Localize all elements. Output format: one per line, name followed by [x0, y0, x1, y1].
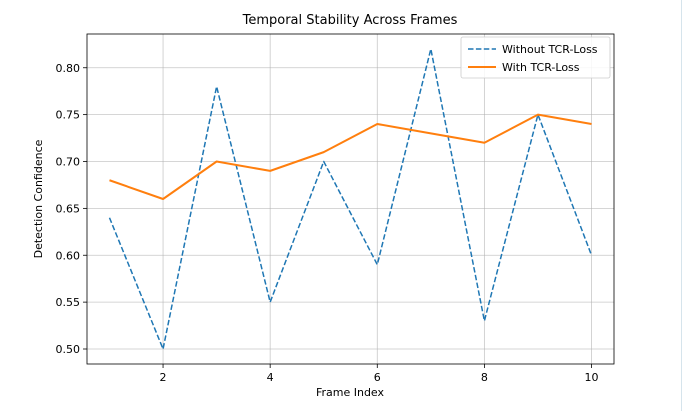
legend: Without TCR-Loss With TCR-Loss [460, 36, 611, 79]
series-line-with-tcr-loss [109, 113, 592, 200]
x-axis: 2 4 6 8 10 [160, 364, 599, 384]
chart-title: Temporal Stability Across Frames [242, 13, 458, 28]
right-edge-divider [681, 0, 682, 411]
x-axis-label: Frame Index [316, 386, 385, 399]
y-tick-label: 0.80 [56, 62, 81, 75]
y-tick-label: 0.65 [56, 202, 81, 215]
x-tick-label: 10 [585, 371, 599, 384]
series-layer [108, 48, 593, 350]
x-tick-label: 8 [481, 371, 488, 384]
y-axis: 0.50 0.55 0.60 0.65 0.70 0.75 0.80 [56, 62, 87, 356]
x-tick-label: 4 [267, 371, 274, 384]
plot-area [86, 33, 615, 365]
y-axis-label: Detection Confidence [32, 139, 45, 258]
y-tick-label: 0.60 [56, 249, 81, 262]
legend-label-with-tcr-loss: With TCR-Loss [502, 61, 580, 74]
grid [87, 34, 614, 364]
series-line-without-tcr-loss [108, 48, 593, 350]
legend-box [460, 36, 611, 79]
x-tick-label: 6 [374, 371, 381, 384]
legend-label-without-tcr-loss: Without TCR-Loss [502, 43, 598, 56]
y-tick-label: 0.75 [56, 109, 81, 122]
x-tick-label: 2 [160, 371, 167, 384]
y-tick-label: 0.70 [56, 156, 81, 169]
y-tick-label: 0.50 [56, 343, 81, 356]
y-tick-label: 0.55 [56, 296, 81, 309]
